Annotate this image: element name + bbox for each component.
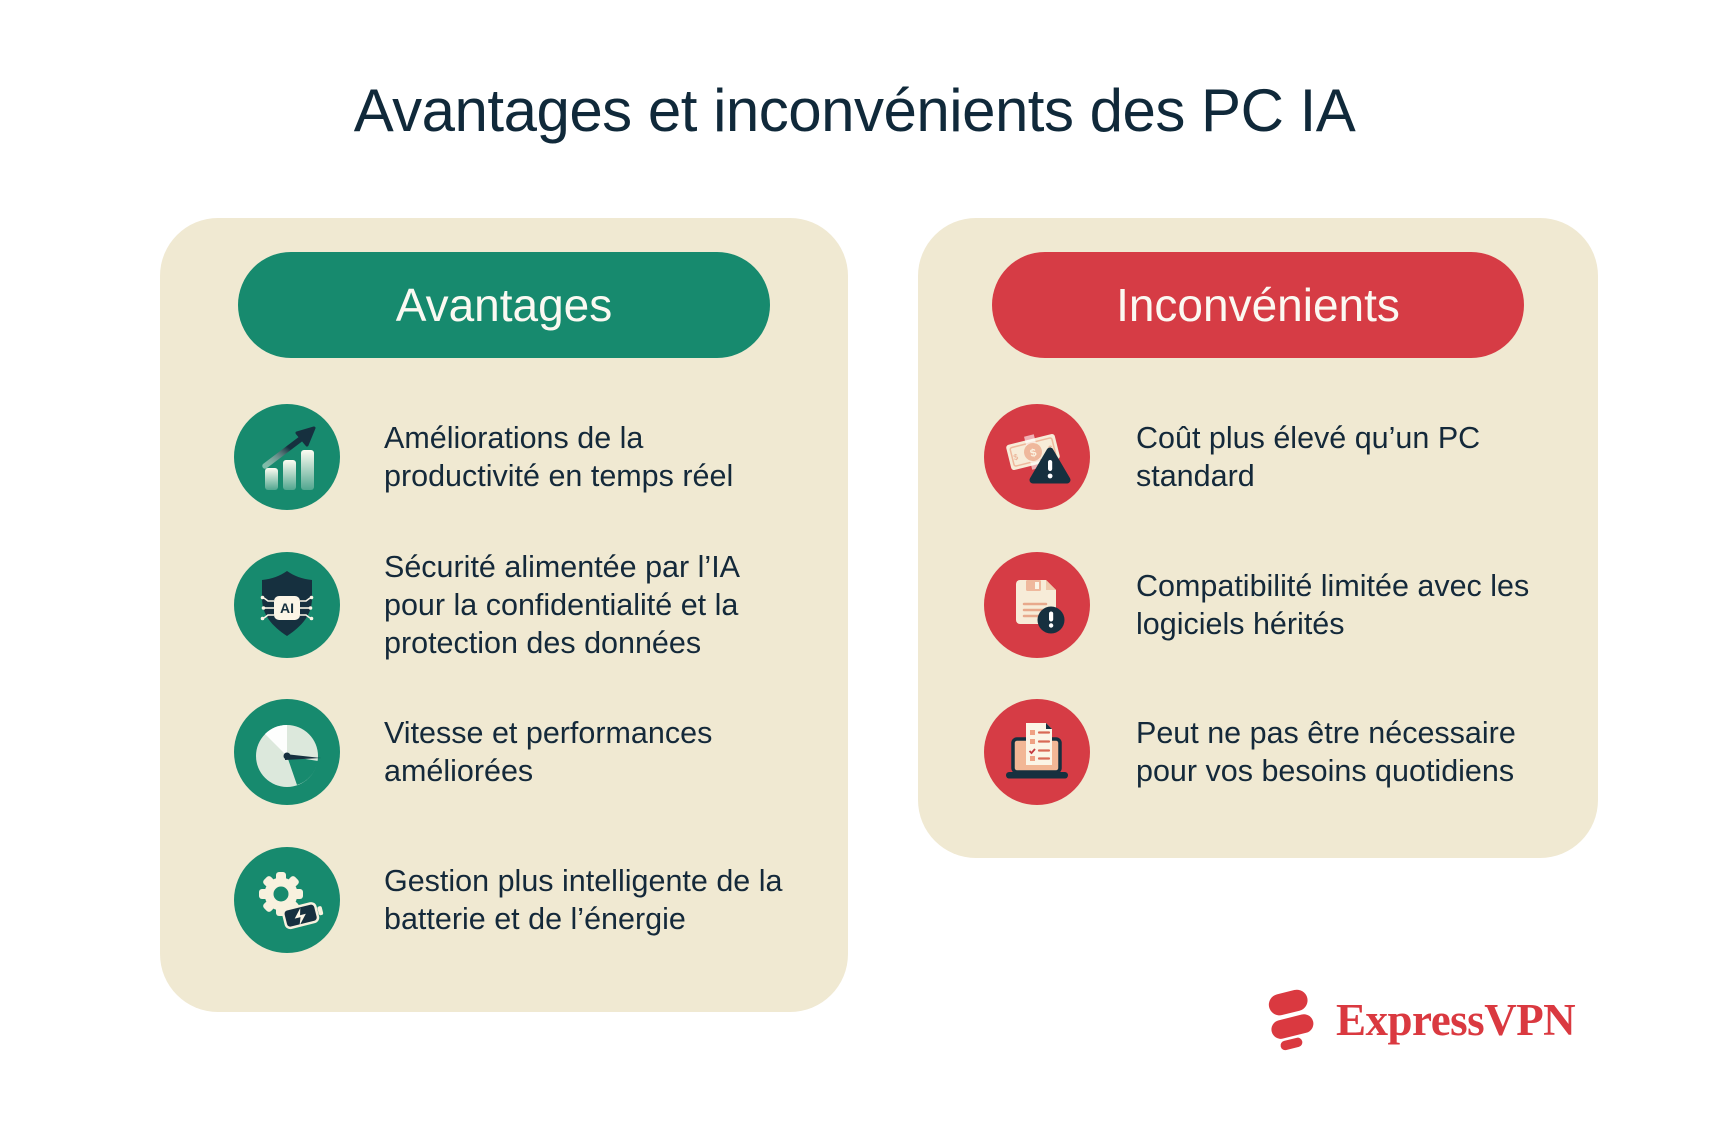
ai-chip-label: AI	[280, 600, 294, 616]
list-item: Peut ne pas être nécessaire pour vos bes…	[984, 699, 1516, 805]
advantage-text: Gestion plus intelligente de la batterie…	[384, 864, 783, 936]
list-item: Vitesse et performances améliorées	[234, 699, 712, 805]
advantages-header-pill: Avantages	[238, 252, 770, 358]
advantage-text: Sécurité alimentée par l’IA pour la conf…	[384, 550, 741, 660]
battery-energy-icon	[234, 847, 340, 953]
disadvantages-header-pill: Inconvénients	[992, 252, 1524, 358]
disadvantage-text: Coût plus élevé qu’un PC standard	[1136, 421, 1481, 493]
advantage-text: Vitesse et performances améliorées	[384, 716, 713, 788]
advantages-card: Avantages Améliorations de la productivi…	[160, 218, 848, 1012]
productivity-chart-icon	[234, 404, 340, 510]
dollar-glyph: $	[1029, 447, 1038, 460]
expressvpn-logo-icon	[1268, 989, 1314, 1051]
money-warning-icon: $ $ $	[984, 404, 1090, 510]
list-item: AI Sécurité alimentée par l’IA pour la c…	[234, 548, 740, 662]
list-item: Améliorations de la productivité en temp…	[234, 404, 733, 510]
page-title: Avantages et inconvénients des PC IA	[353, 77, 1356, 144]
speedometer-icon	[234, 699, 340, 805]
brand-name: ExpressVPN	[1336, 995, 1576, 1045]
advantage-text: Améliorations de la productivité en temp…	[384, 421, 734, 493]
advantages-header-label: Avantages	[395, 279, 613, 331]
laptop-checklist-icon	[984, 699, 1090, 805]
floppy-warning-icon	[984, 552, 1090, 658]
disadvantage-text: Peut ne pas être nécessaire pour vos bes…	[1136, 716, 1516, 788]
list-item: $ $ $ Coût plus élevé qu’un PC standard	[984, 404, 1480, 510]
disadvantages-header-label: Inconvénients	[1116, 279, 1400, 331]
brand-footer: ExpressVPN	[1262, 986, 1576, 1054]
disadvantage-text: Compatibilité limitée avec les logiciels…	[1136, 569, 1530, 641]
list-item: Gestion plus intelligente de la batterie…	[234, 847, 782, 953]
ai-shield-icon: AI	[234, 552, 340, 658]
disadvantages-card: Inconvénients $ $ $ Coût plus élevé qu’u…	[918, 218, 1598, 858]
dollar-glyph: $	[1013, 452, 1020, 462]
list-item: Compatibilité limitée avec les logiciels…	[984, 552, 1529, 658]
